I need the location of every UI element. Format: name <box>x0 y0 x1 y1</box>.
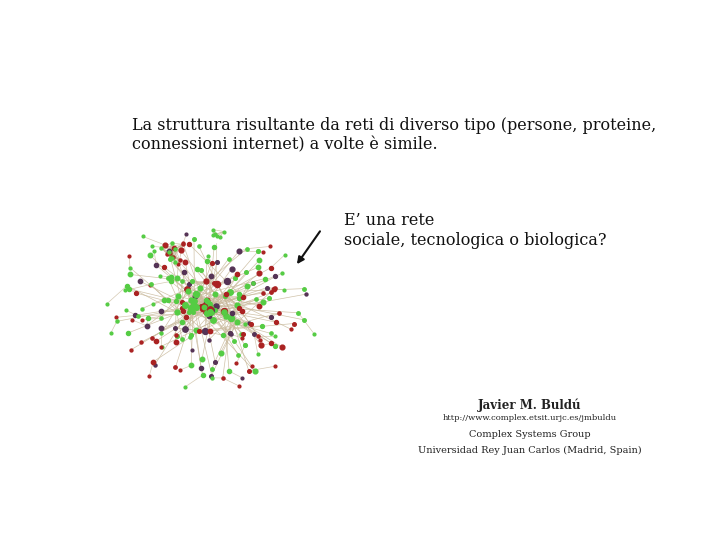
Text: E’ una rete
sociale, tecnologica o biologica?: E’ una rete sociale, tecnologica o biolo… <box>344 212 606 249</box>
Text: La struttura risultante da reti di diverso tipo (persone, proteine,
connessioni : La struttura risultante da reti di diver… <box>132 117 656 153</box>
